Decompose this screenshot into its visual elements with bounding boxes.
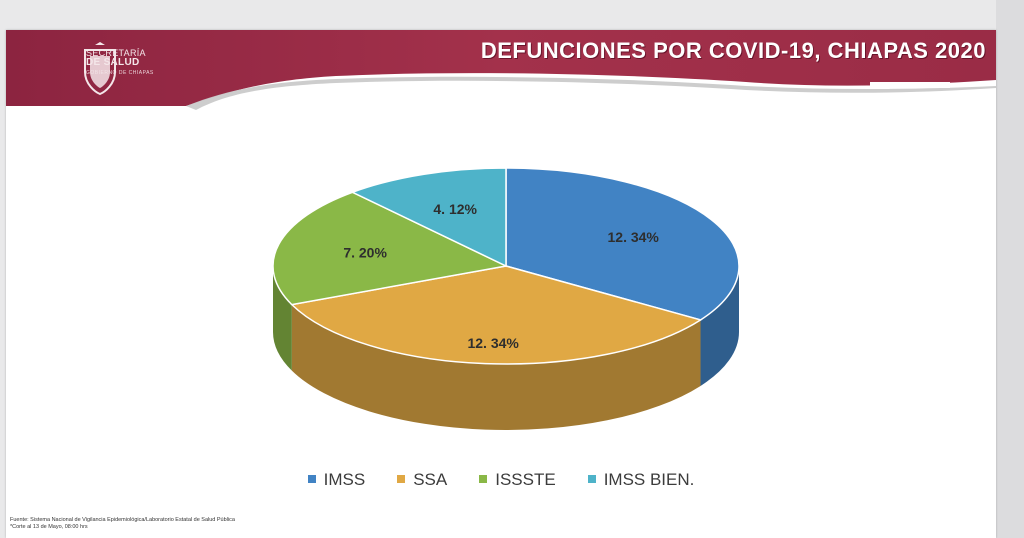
source-line-1: Fuente: Sistema Nacional de Vigilancia E…: [10, 517, 235, 523]
chart-legend: IMSS SSA ISSSTE IMSS BIEN.: [6, 470, 996, 490]
pie-side-issste: [273, 266, 292, 371]
logo-line-3: GOBIERNO DE CHIAPAS: [86, 70, 154, 76]
header-band: [6, 30, 996, 110]
legend-swatch-ssa: [397, 474, 406, 483]
data-label-imss: 12. 34%: [608, 229, 660, 245]
legend-swatch-imss-bien-: [587, 474, 596, 483]
legend-label-imss: IMSS: [323, 470, 366, 489]
secretaria-salud-logo: [84, 42, 116, 96]
pie-top-faces: [272, 167, 740, 365]
legend-label-ssa: SSA: [413, 470, 448, 489]
pie-slice-issste: [272, 191, 509, 306]
legend-label-imss-bien-: IMSS BIEN.: [603, 470, 695, 489]
data-label-imss-bien-: 4. 12%: [433, 201, 477, 217]
source-line-2: *Corte al 13 de Mayo, 08:00 hrs: [10, 524, 88, 530]
slide-title: DEFUNCIONES POR COVID-19, CHIAPAS 2020: [480, 38, 986, 63]
header-deco-line: [870, 82, 950, 88]
legend-item-issste: ISSSTE: [479, 470, 556, 490]
pie-side-imss: [700, 266, 739, 386]
logo-line-2: DE SALUD: [86, 57, 140, 68]
legend-swatch-issste: [479, 474, 488, 483]
logo-line-1: SECRETARÍA: [86, 48, 146, 58]
pie-data-labels: 12. 34% 12. 34% 7. 20% 4. 12%: [343, 201, 659, 351]
legend-item-imss-bien-: IMSS BIEN.: [587, 470, 695, 490]
pie-slice-imss-bien-: [350, 167, 507, 268]
logo-text: SECRETARÍA DE SALUD GOBIERNO DE CHIAPAS: [86, 48, 154, 78]
screen-edge: [996, 0, 1024, 538]
data-label-ssa: 12. 34%: [467, 335, 519, 351]
legend-item-imss: IMSS: [307, 470, 366, 490]
source-note: Fuente: Sistema Nacional de Vigilancia E…: [10, 517, 235, 531]
legend-item-ssa: SSA: [397, 470, 447, 490]
pie-side-walls: [273, 266, 739, 430]
slide: SECRETARÍA DE SALUD GOBIERNO DE CHIAPAS …: [6, 30, 996, 538]
data-label-issste: 7. 20%: [343, 245, 387, 261]
pie-chart: 12. 34% 12. 34% 7. 20% 4. 12%: [272, 167, 740, 430]
legend-swatch-imss: [307, 474, 316, 483]
legend-label-issste: ISSSTE: [495, 470, 556, 489]
pie-side-ssa: [291, 304, 701, 430]
pie-slice-ssa: [290, 265, 703, 365]
